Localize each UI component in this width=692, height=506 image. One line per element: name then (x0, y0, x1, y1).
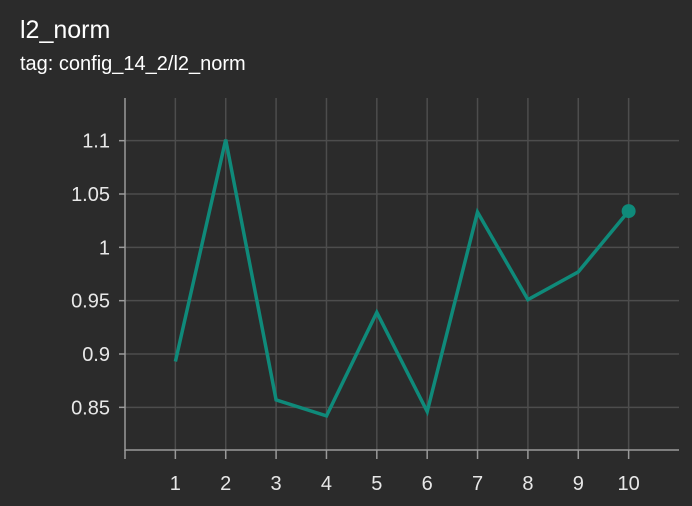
x-tick-label: 1 (170, 473, 181, 495)
y-tick-label: 1.05 (71, 184, 110, 206)
chart-tag: tag: config_14_2/l2_norm (20, 53, 246, 75)
grid-layer (125, 98, 679, 450)
axis-layer (119, 98, 679, 459)
x-tick-label: 5 (371, 473, 382, 495)
y-tick-label: 1 (99, 237, 110, 259)
chart-title: l2_norm (20, 16, 111, 44)
x-tick-label: 3 (271, 473, 282, 495)
y-tick-label: 0.9 (82, 344, 110, 366)
x-tick-label: 6 (422, 473, 433, 495)
series-layer (173, 139, 636, 419)
x-tick-label: 2 (220, 473, 231, 495)
last-point-marker (621, 204, 636, 219)
tick-label-layer: 0.85 0.9 0.95 1 1.05 1.1 1 2 3 4 5 6 7 8 9 10 (71, 131, 640, 495)
y-tick-label: 0.85 (71, 397, 110, 419)
y-tick-label: 0.95 (71, 291, 110, 313)
y-tick-label: 1.1 (82, 131, 110, 153)
x-tick-label: 10 (618, 473, 640, 495)
x-tick-label: 9 (573, 473, 584, 495)
series-line (173, 139, 630, 419)
x-tick-label: 8 (522, 473, 533, 495)
x-tick-label: 4 (321, 473, 332, 495)
x-tick-label: 7 (472, 473, 483, 495)
